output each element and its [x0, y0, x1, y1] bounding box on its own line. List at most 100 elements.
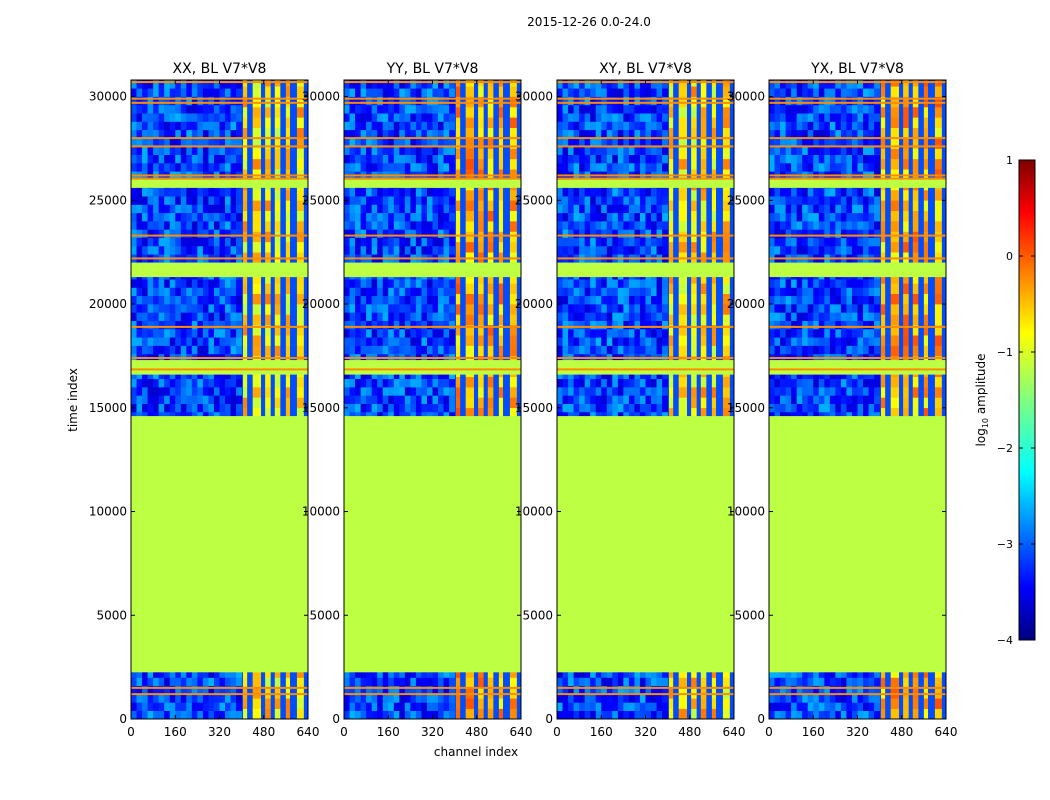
heatmap-cell [590, 312, 597, 321]
heatmap-cell [243, 324, 248, 336]
heatmap-cell [175, 345, 182, 355]
heatmap-cell [344, 129, 350, 139]
heatmap-cell [628, 669, 635, 678]
heatmap-cell [438, 154, 444, 164]
heatmap-cell [344, 287, 350, 297]
heatmap-cell [432, 121, 439, 131]
heatmap-cell [656, 395, 663, 404]
heatmap-cell [355, 146, 361, 155]
heatmap-cell [382, 669, 389, 678]
heatmap-cell [213, 337, 220, 346]
heatmap-cell [404, 312, 411, 321]
heatmap-cell [421, 685, 428, 695]
heatmap-cell [355, 378, 361, 388]
heatmap-cell [415, 295, 422, 305]
heatmap-cell [388, 395, 395, 404]
heatmap-cell [639, 304, 646, 313]
heatmap-cell [243, 138, 248, 149]
heatmap-cell [236, 279, 242, 288]
heatmap-cell [197, 221, 204, 230]
heatmap-cell [197, 96, 204, 106]
heatmap-cell [432, 387, 439, 396]
flagged-time-range [344, 179, 521, 188]
heatmap-cell [366, 295, 372, 305]
heatmap-cell [388, 229, 395, 238]
heatmap-cell [265, 86, 271, 97]
heatmap-cell [377, 121, 384, 131]
heatmap-cell [349, 403, 356, 413]
heatmap-cell [426, 88, 433, 97]
heatmap-cell [656, 669, 663, 678]
heatmap-cell [219, 702, 226, 712]
heatmap-cell [169, 221, 176, 230]
heatmap-cell [202, 287, 209, 297]
heatmap-cell [213, 702, 220, 712]
heatmap-cell [568, 312, 574, 321]
heatmap-cell [349, 395, 356, 404]
heatmap-cell [197, 337, 204, 346]
heatmap-cell [628, 677, 635, 687]
heatmap-cell [399, 113, 406, 122]
heatmap-cell [404, 245, 411, 255]
heatmap-cell [274, 189, 281, 201]
heatmap-cell [285, 210, 291, 222]
heatmap-cell [404, 104, 411, 114]
heatmap-cell [456, 80, 461, 87]
heatmap-cell [296, 80, 304, 87]
heatmap-cell [191, 370, 198, 380]
heatmap-cell [393, 204, 400, 214]
heatmap-cell [421, 328, 428, 338]
heatmap-cell [164, 162, 171, 172]
heatmap-cell [601, 328, 608, 338]
heatmap-cell [147, 378, 154, 388]
heatmap-cell [438, 702, 444, 712]
heatmap-cell [656, 685, 663, 695]
heatmap-cell [426, 345, 433, 355]
heatmap-cell [360, 304, 367, 313]
heatmap-cell [142, 295, 148, 305]
heatmap-cell [415, 187, 422, 197]
heatmap-cell [399, 387, 406, 396]
heatmap-cell [225, 320, 231, 330]
flagged-time-range [344, 360, 521, 375]
heatmap-cell [164, 129, 171, 139]
heatmap-cell [213, 221, 220, 230]
heatmap-cell [360, 162, 367, 172]
y-tick-label: 25000 [89, 193, 127, 207]
heatmap-cell [252, 324, 261, 336]
heatmap-cell [296, 231, 304, 243]
heatmap-cell [265, 698, 271, 709]
heatmap-cell [191, 345, 198, 355]
heatmap-cell [243, 677, 248, 689]
y-tick-label: 20000 [89, 297, 127, 311]
heatmap-cell [443, 196, 450, 205]
heatmap-cell [191, 80, 198, 89]
heatmap-cell [393, 710, 400, 719]
heatmap-cell [415, 387, 422, 396]
heatmap-cell [236, 212, 242, 222]
heatmap-cell [662, 669, 668, 678]
heatmap-cell [274, 231, 281, 243]
y-tick-label: 0 [332, 712, 340, 726]
heatmap-cell [158, 694, 165, 703]
panel-title: YY, BL V7*V8 [386, 61, 479, 77]
heatmap-cell [236, 677, 242, 687]
flagged-time-range [344, 416, 521, 673]
heatmap-cell [651, 378, 657, 388]
heatmap-cell [371, 685, 378, 695]
heatmap-cell [399, 196, 406, 205]
heatmap-cell [579, 279, 585, 288]
heatmap-cell [584, 312, 591, 321]
heatmap-cell [136, 138, 143, 147]
heatmap-cell [393, 677, 400, 687]
heatmap-cell [208, 196, 215, 205]
heatmap-cell [349, 669, 356, 678]
heatmap-cell [296, 314, 304, 326]
heatmap-cell [410, 370, 417, 380]
heatmap-cell [465, 210, 474, 222]
heatmap-cell [243, 314, 248, 326]
heatmap-cell [360, 104, 367, 114]
heatmap-cell [399, 162, 406, 172]
heatmap-cell [393, 370, 400, 380]
heatmap-cell [213, 162, 220, 172]
